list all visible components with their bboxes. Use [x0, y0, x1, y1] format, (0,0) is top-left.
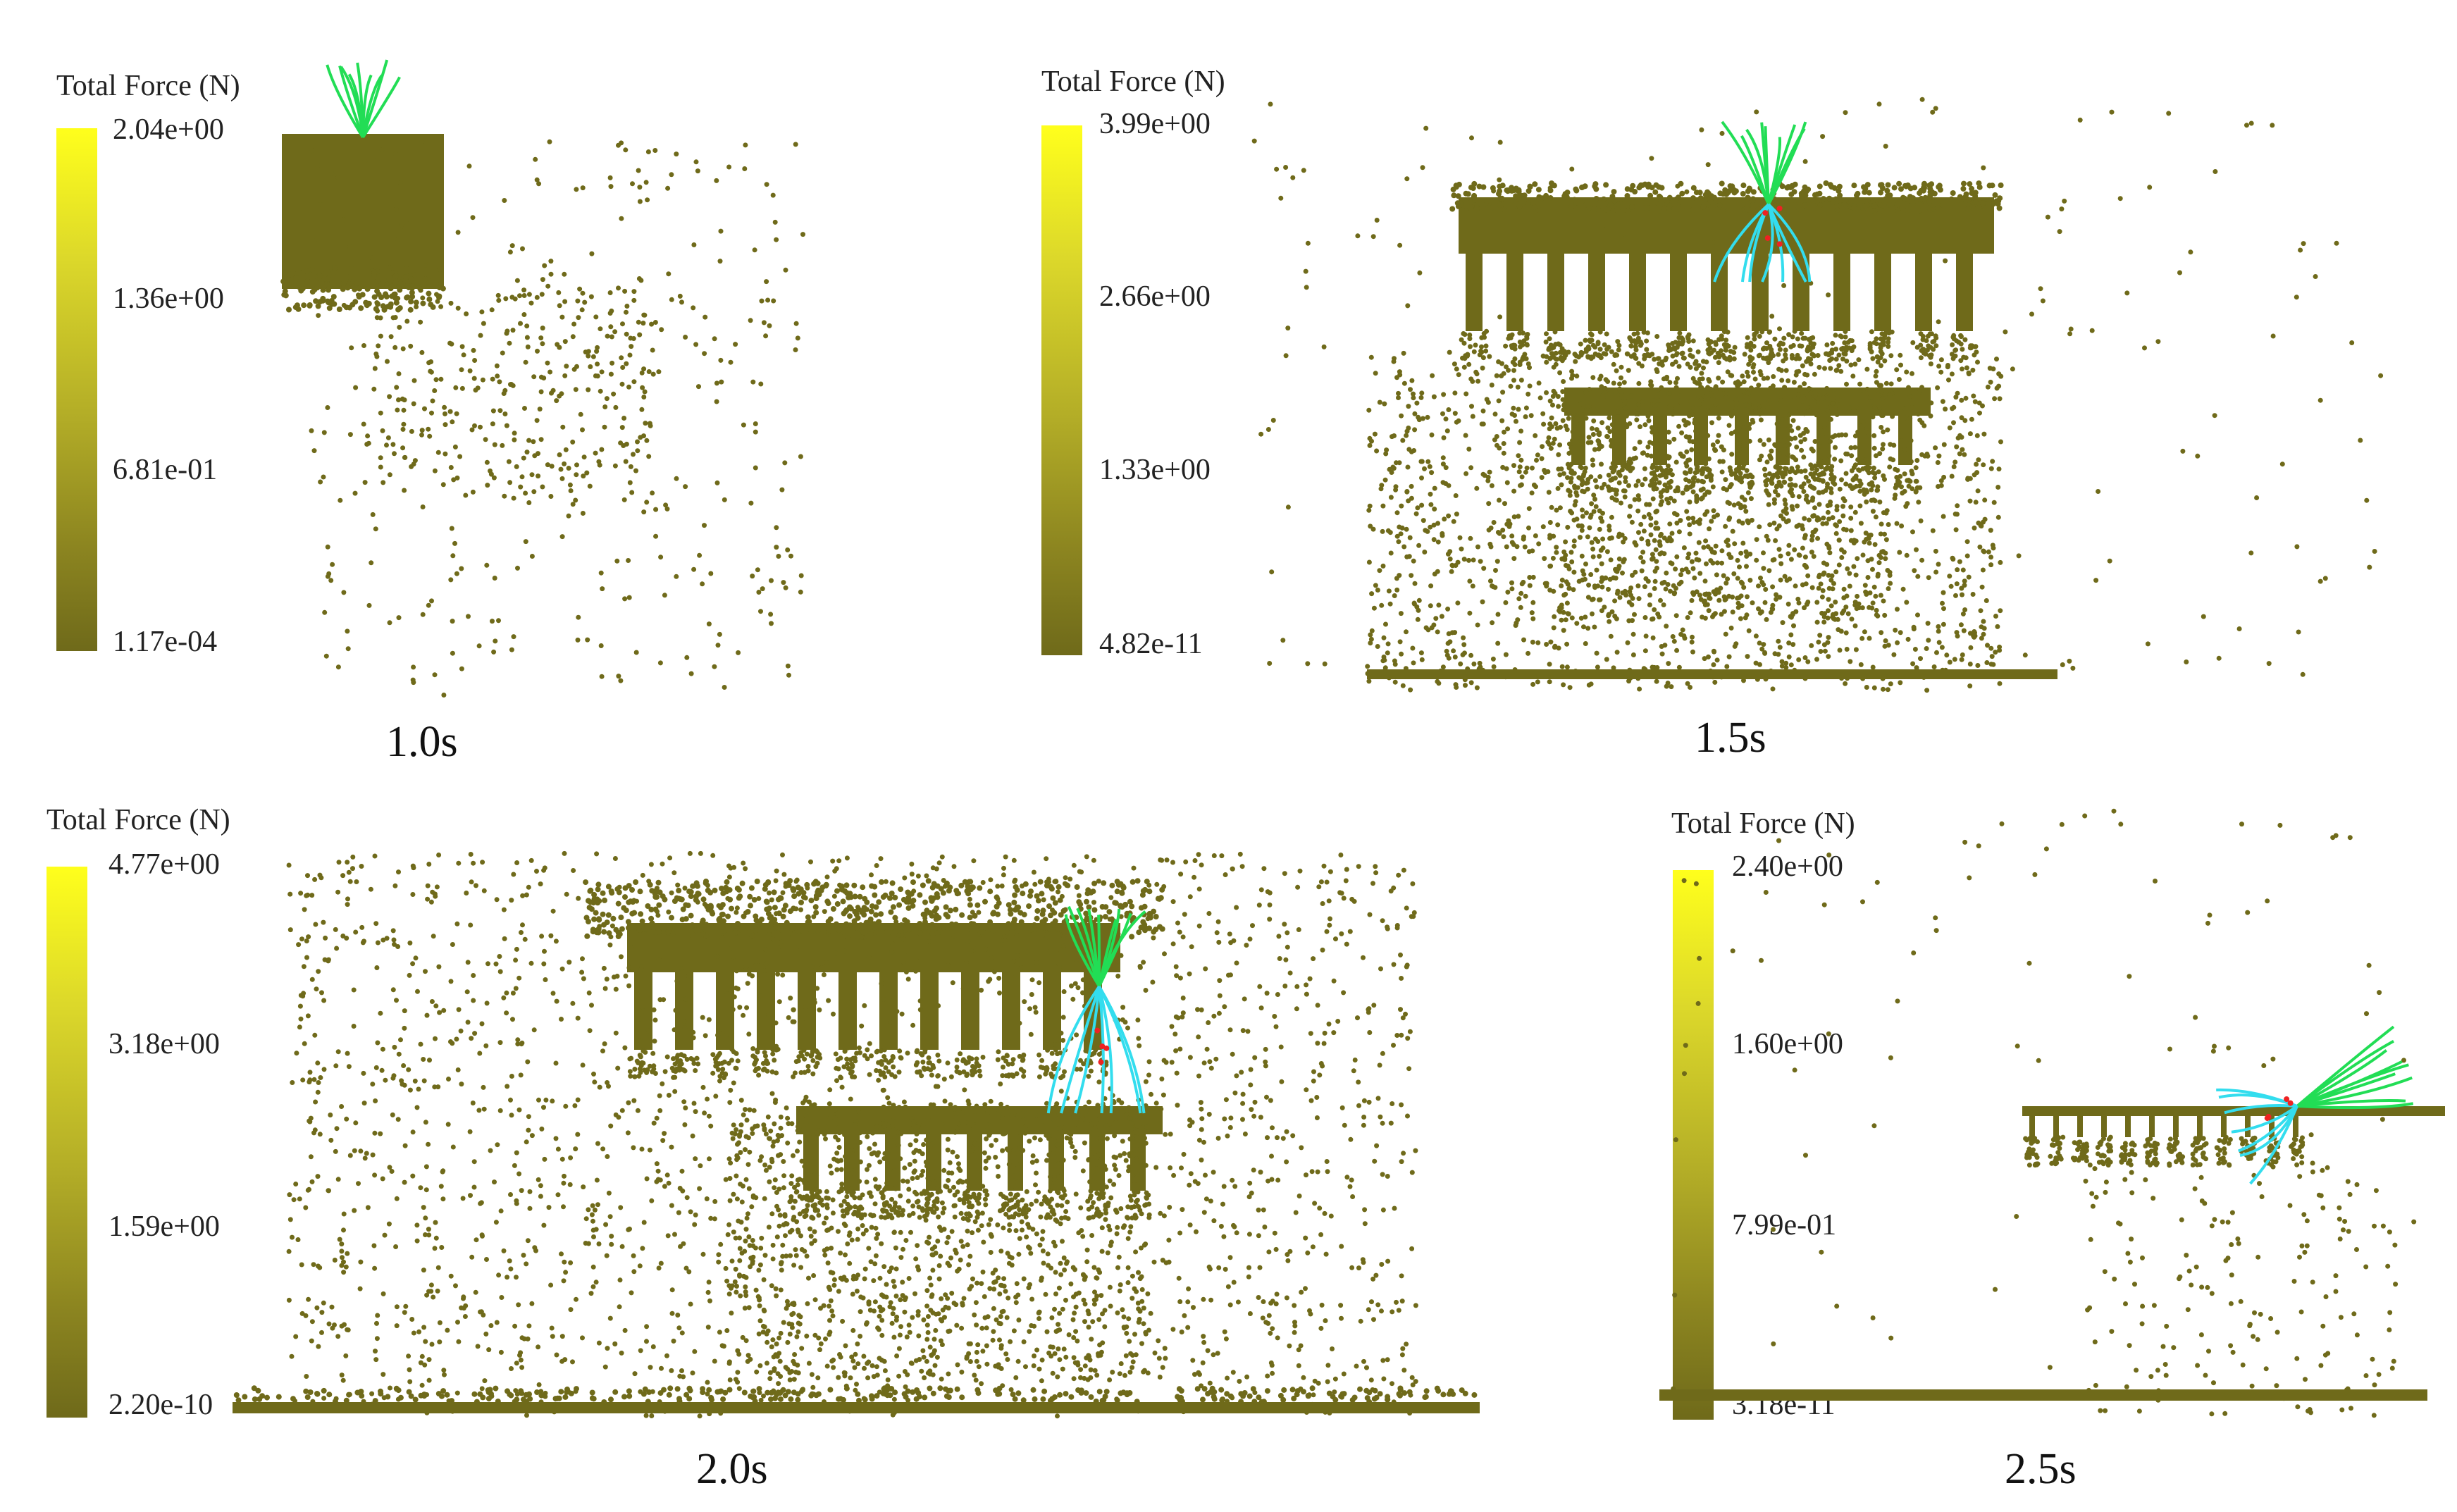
colorbar-tick-min: 2.20e-10 [109, 1389, 213, 1421]
colorbar [1041, 125, 1082, 655]
legend-title: Total Force (N) [47, 804, 230, 836]
time-label: 1.5s [1695, 714, 1766, 762]
seedling [326, 59, 401, 139]
soil-particles [1659, 808, 2445, 1418]
soil-particles [280, 134, 805, 698]
colorbar-tick-2: 2.66e+00 [1099, 280, 1211, 313]
colorbar [1673, 870, 1714, 1420]
colorbar-tick-3: 1.33e+00 [1099, 454, 1211, 486]
simulation-render-2 [1251, 97, 2384, 693]
soil-particles [1251, 97, 2384, 693]
time-label: 2.5s [2005, 1445, 2077, 1493]
colorbar-tick-3: 1.59e+00 [109, 1210, 220, 1243]
time-label: 2.0s [696, 1445, 768, 1493]
colorbar [56, 128, 97, 651]
colorbar-tick-min: 4.82e-11 [1099, 628, 1203, 660]
simulation-render-1 [280, 59, 805, 698]
soil-particles [233, 850, 1480, 1419]
simulation-render-3 [233, 850, 1480, 1419]
colorbar-tick-3: 6.81e-01 [113, 454, 218, 486]
legend-title: Total Force (N) [1671, 807, 1855, 840]
time-label: 1.0s [386, 718, 458, 766]
simulation-render-4 [1659, 808, 2445, 1418]
colorbar-tick-2: 3.18e+00 [109, 1028, 220, 1060]
seedling [1713, 120, 1812, 283]
colorbar-tick-max: 2.04e+00 [113, 113, 224, 146]
colorbar-tick-2: 1.60e+00 [1732, 1028, 1843, 1060]
colorbar-tick-max: 3.99e+00 [1099, 108, 1211, 140]
colorbar-tick-max: 4.77e+00 [109, 848, 220, 881]
colorbar-tick-min: 1.17e-04 [113, 626, 218, 658]
colorbar-tick-3: 7.99e-01 [1732, 1209, 1837, 1241]
colorbar-tick-max: 2.40e+00 [1732, 850, 1843, 883]
seedling [1046, 905, 1146, 1114]
legend-title: Total Force (N) [1041, 66, 1225, 98]
seedling [2216, 1025, 2414, 1185]
legend-title: Total Force (N) [56, 70, 240, 102]
colorbar [47, 867, 87, 1418]
colorbar-tick-2: 1.36e+00 [113, 283, 224, 315]
